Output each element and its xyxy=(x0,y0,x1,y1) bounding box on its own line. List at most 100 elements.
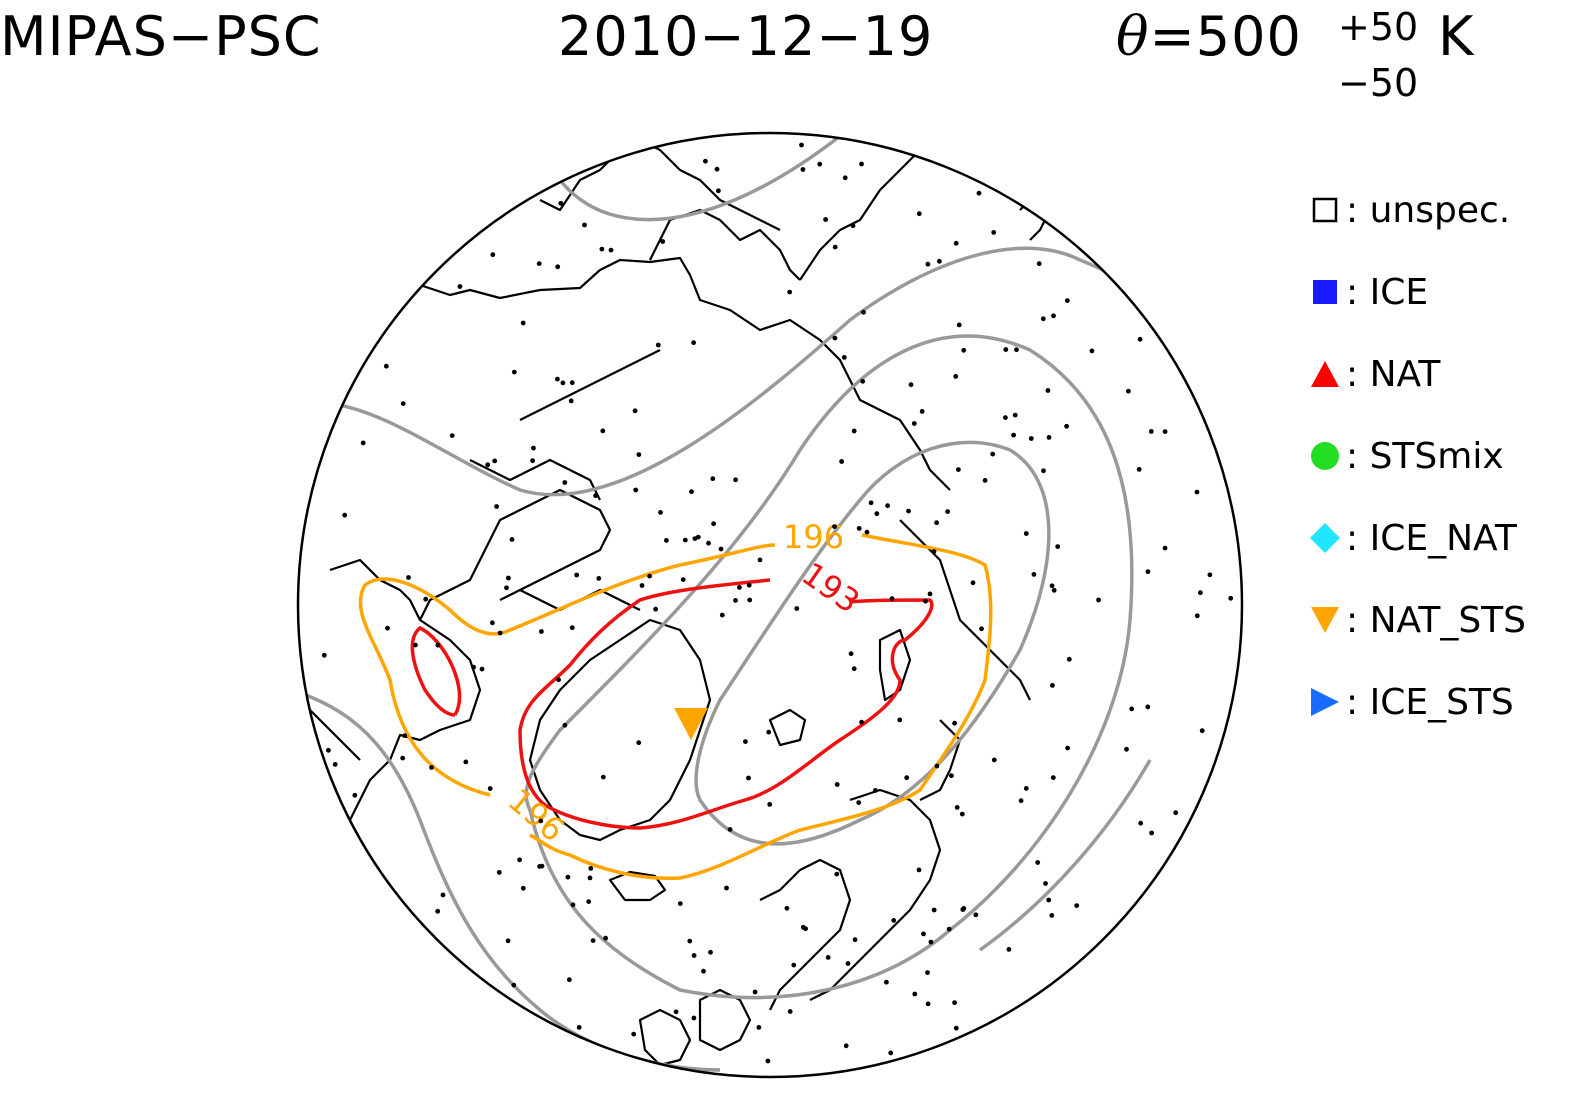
observation-dot xyxy=(570,902,576,908)
observation-dot xyxy=(677,901,683,906)
legend-label: : ICE_STS xyxy=(1346,681,1514,723)
observation-dot xyxy=(928,939,934,945)
observation-dot xyxy=(908,382,914,388)
observation-dot xyxy=(746,775,751,781)
observation-dot xyxy=(555,376,560,382)
observation-dot xyxy=(1036,261,1042,267)
observation-dot xyxy=(976,190,982,196)
theta-value: =500 xyxy=(1149,5,1302,68)
observation-dot xyxy=(1096,597,1101,603)
instrument-title: MIPAS−PSC xyxy=(0,5,322,68)
observation-dot xyxy=(766,729,772,735)
observation-dot xyxy=(708,949,713,955)
observation-dot xyxy=(660,239,666,244)
observation-dot xyxy=(953,1025,959,1031)
observation-dot xyxy=(596,576,602,581)
observation-dot xyxy=(435,642,441,648)
observation-dot xyxy=(925,1001,931,1007)
observation-dot xyxy=(673,1009,679,1015)
observation-dot xyxy=(603,935,608,941)
observation-dot xyxy=(817,161,823,167)
observation-dot xyxy=(1124,746,1129,752)
observation-dot xyxy=(1045,388,1051,393)
observation-dot xyxy=(934,763,940,769)
contour-label-196-top: 196 xyxy=(783,518,844,556)
theta-unit: K xyxy=(1438,5,1474,68)
observation-dot xyxy=(873,788,878,793)
observation-dot xyxy=(1046,897,1052,903)
observation-dot xyxy=(406,575,411,580)
observation-dot xyxy=(991,230,997,235)
legend-item: : NAT xyxy=(1308,354,1440,395)
observation-dot xyxy=(921,931,926,937)
observation-dot xyxy=(539,863,545,869)
observation-dot xyxy=(925,261,931,267)
observation-dot xyxy=(558,200,564,206)
observation-dot xyxy=(1198,590,1203,596)
observation-dot xyxy=(1003,347,1009,352)
observation-dot xyxy=(959,811,965,817)
observation-dot xyxy=(931,549,937,554)
observation-dot xyxy=(791,962,797,968)
observation-dot xyxy=(1011,432,1016,438)
observation-dot xyxy=(517,857,522,863)
observation-dot xyxy=(1040,316,1046,322)
observation-dot xyxy=(636,452,642,457)
observation-dot xyxy=(834,782,840,787)
observation-dot xyxy=(800,167,806,172)
observation-dot xyxy=(599,246,605,252)
observation-dot xyxy=(490,252,496,258)
observation-dot xyxy=(680,577,686,582)
legend-item: : ICE_STS xyxy=(1308,681,1514,723)
legend-item: : ICE_NAT xyxy=(1308,518,1517,559)
observation-dot xyxy=(961,906,967,911)
observation-dot xyxy=(934,520,939,526)
date-title: 2010−12−19 xyxy=(558,5,934,68)
observation-dot xyxy=(658,510,663,515)
observation-dot xyxy=(889,596,895,602)
observation-dot xyxy=(799,142,804,148)
observation-dot xyxy=(747,597,753,603)
observation-dot xyxy=(593,493,598,499)
observation-dot xyxy=(839,459,844,464)
observation-dot xyxy=(536,261,542,266)
observation-dot xyxy=(991,757,997,763)
legend-item: : unspec. xyxy=(1308,190,1510,231)
observation-dot xyxy=(746,582,752,588)
observation-dot xyxy=(539,629,544,634)
observation-dot xyxy=(1145,569,1151,575)
observation-dot xyxy=(897,717,903,723)
observation-dot xyxy=(927,591,933,597)
open-square-icon xyxy=(1312,197,1338,223)
observation-dot xyxy=(714,166,720,172)
observation-dot xyxy=(727,827,733,832)
observation-dot xyxy=(332,762,338,767)
observation-dot xyxy=(952,720,957,726)
observation-dot xyxy=(352,792,358,798)
observation-dot xyxy=(710,476,716,482)
observation-dot xyxy=(1129,706,1135,712)
observation-dot xyxy=(1049,913,1055,918)
observation-dot xyxy=(647,573,652,579)
observation-dot xyxy=(1023,786,1029,791)
observation-dot xyxy=(765,1058,771,1064)
observation-dot xyxy=(856,526,862,531)
observation-dot xyxy=(538,818,544,824)
observation-dot xyxy=(937,258,942,264)
observation-dot xyxy=(885,503,890,509)
observation-dot xyxy=(925,970,930,975)
observation-dot xyxy=(342,512,348,518)
observation-dot xyxy=(850,223,856,229)
observation-dot xyxy=(861,309,866,315)
observation-dot xyxy=(691,1015,697,1021)
observation-dot xyxy=(1064,423,1069,429)
observation-dot xyxy=(982,478,988,483)
observation-dot xyxy=(945,509,950,514)
observation-dot xyxy=(505,938,511,944)
observation-dot xyxy=(961,347,967,353)
observation-dot xyxy=(716,188,721,194)
observation-dot xyxy=(956,322,962,328)
observation-dot xyxy=(1228,595,1234,601)
triangle-up-icon xyxy=(1311,361,1339,387)
observation-dot xyxy=(400,755,406,761)
